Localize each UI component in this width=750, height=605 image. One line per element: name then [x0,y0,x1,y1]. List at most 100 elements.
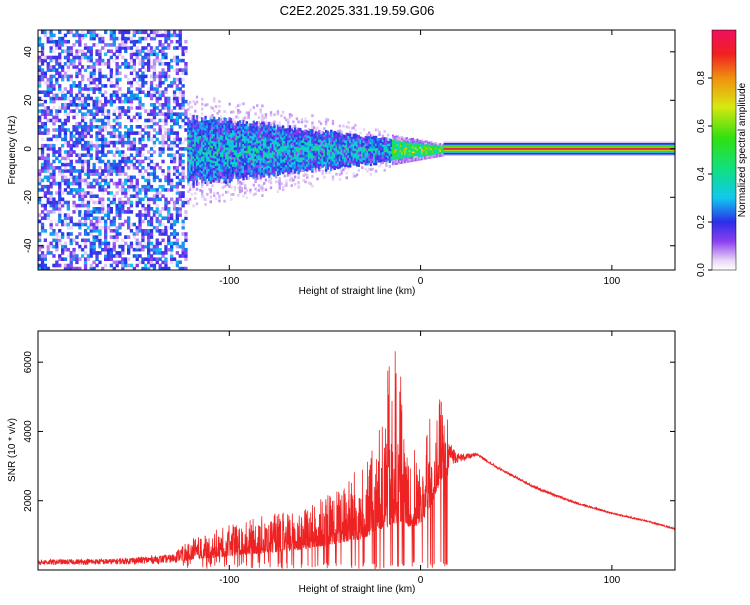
heatmap-cell [118,134,122,139]
heatmap-cell [138,137,142,142]
heatmap-cell [52,159,56,164]
heatmap-cell [92,229,96,233]
heatmap-cell [55,137,59,142]
heatmap-cell [209,181,212,184]
heatmap-cell [147,109,151,113]
heatmap-cell [276,124,280,128]
heatmap-cell [46,143,50,148]
heatmap-cell [75,222,79,227]
heatmap-cell [331,168,335,172]
heatmap-cell [352,126,355,130]
heatmap-cell [233,157,237,160]
heatmap-cell [335,138,338,142]
heatmap-cell [40,162,45,167]
heatmap-cell [280,126,283,130]
heatmap-cell [316,153,319,157]
heatmap-cell [92,162,96,167]
heatmap-cell [268,148,271,152]
heatmap-cell [290,172,293,175]
heatmap-cell [281,132,285,136]
heatmap-cell [374,169,378,173]
heatmap-cell [132,266,136,270]
heatmap-cell [72,210,76,214]
heatmap-cell [221,142,224,146]
heatmap-cell [237,143,240,146]
heatmap-cell [144,184,148,189]
heatmap-cell [275,122,278,125]
heatmap-cell [92,251,96,255]
heatmap-cell [83,87,88,91]
heatmap-cell [374,128,378,132]
heatmap-cell [112,118,116,123]
heatmap-cell [124,260,128,265]
heatmap-cell [292,132,295,136]
heatmap-cell [374,143,378,146]
heatmap-cell [214,141,218,145]
heatmap-cell [202,166,206,169]
heatmap-cell [101,93,105,98]
heatmap-cell [290,152,293,156]
heatmap-cell [52,200,56,205]
heatmap-cell [259,169,262,172]
heatmap-cell [218,122,221,125]
heatmap-cell [187,153,190,157]
heatmap-cell [302,157,305,160]
heatmap-cell [318,163,321,167]
heatmap-cell [378,140,381,144]
heatmap-cell [86,147,91,151]
heatmap-cell [352,160,355,164]
heatmap-cell [316,163,319,166]
heatmap-cell [343,135,347,138]
heatmap-cell [158,184,162,189]
heatmap-cell [127,263,131,268]
heatmap-cell [187,139,190,143]
heatmap-cell [190,166,194,169]
heatmap-cell [89,128,93,132]
heatmap-cell [402,149,405,152]
heatmap-cell [184,121,188,126]
heatmap-cell [211,179,214,183]
heatmap-cell [112,241,116,246]
heatmap-cell [184,62,188,66]
heatmap-cell [172,232,177,236]
heatmap-cell [141,106,145,110]
heatmap-cell [230,110,233,114]
heatmap-cell [316,160,319,164]
heatmap-cell [226,164,230,167]
heatmap-cell [312,140,316,144]
heatmap-cell [411,148,414,150]
heatmap-cell [69,257,73,261]
heatmap-cell [371,150,374,154]
heatmap-cell [206,146,209,150]
heatmap-cell [271,138,274,142]
heatmap-cell [240,128,243,132]
heatmap-cell [285,162,288,165]
heatmap-cell [366,152,369,156]
heatmap-cell [161,71,165,76]
heatmap-cell [394,144,398,147]
heatmap-cell [266,129,269,132]
heatmap-cell [161,118,165,123]
heatmap-cell [287,166,290,170]
heatmap-cell [115,203,119,208]
heatmap-cell [155,52,159,57]
heatmap-cell [192,180,195,183]
heatmap-cell [263,140,266,144]
heatmap-cell [104,244,108,249]
heatmap-cell [124,178,128,183]
heatmap-cell [347,145,350,149]
heatmap-cell [144,46,148,50]
heatmap-cell [187,158,190,162]
heatmap-cell [38,169,42,173]
heatmap-cell [213,121,216,125]
heatmap-cell [124,241,128,246]
heatmap-cell [106,109,111,113]
heatmap-cell [89,194,93,198]
heatmap-cell [297,142,300,146]
heatmap-cell [254,158,257,162]
heatmap-cell [250,131,254,134]
heatmap-cell [207,151,211,155]
heatmap-cell [199,162,202,166]
heatmap-cell [232,144,235,148]
heatmap-cell [78,184,82,189]
